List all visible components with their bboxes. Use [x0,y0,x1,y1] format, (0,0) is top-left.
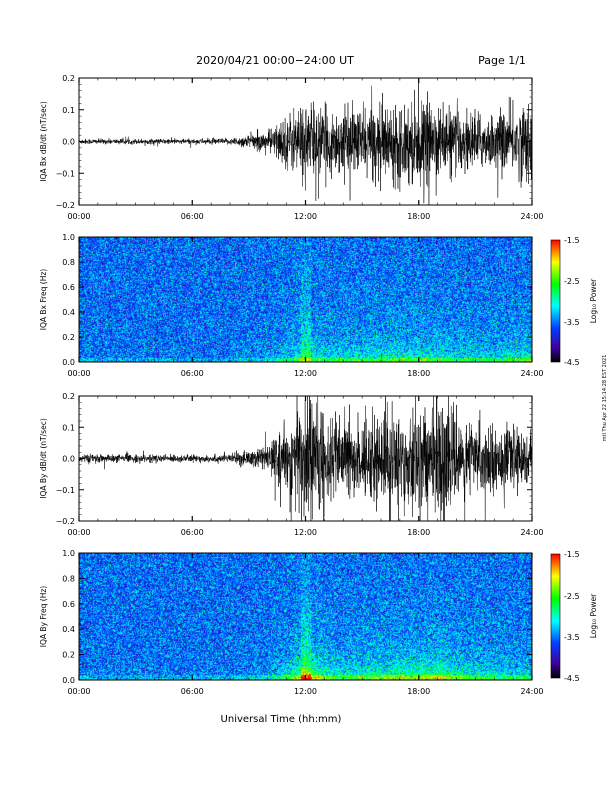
by-colorbar-tick-4: -4.5 [564,674,580,683]
bx-ytick-label: 0.2 [62,74,75,83]
bx-colorbar-label: Log₁₀ Power [589,278,598,323]
by-xtick-label: 00:00 [67,528,90,537]
by-colorbar-label: Log₁₀ Power [589,593,598,638]
by-ytick-label: −0.2 [56,517,75,526]
by-spec-xtick-label: 18:00 [407,687,430,696]
by-spec-ytick-label: 1.0 [62,549,75,558]
bx-colorbar: -1.5 -2.5 -3.5 -4.5 Log₁₀ Power [550,236,598,367]
bx-trace [78,77,533,206]
by-spec-xtick-label: 24:00 [520,687,543,696]
by-colorbar: -1.5 -2.5 -3.5 -4.5 Log₁₀ Power [550,550,598,683]
by-spec-xtick-label: 12:00 [294,687,317,696]
bx-spectrogram-panel: 00:00 06:00 12:00 18:00 24:00 1.0 0.8 0.6 0.4 0.2… [39,233,544,378]
by-spec-xtick-label: 06:00 [181,687,204,696]
bx-spec-xtick-label: 24:00 [520,369,543,378]
bx-colorbar-tick-3: -3.5 [564,318,580,327]
bx-xtick-label: 12:00 [294,212,317,221]
by-ytick-label: −0.1 [56,486,75,495]
by-spec-xtick-label: 00:00 [67,687,90,696]
bx-colorbar-tick-2: -2.5 [564,277,580,286]
by-colorbar-tick-1: -1.5 [564,550,580,559]
by-spec-ytick-label: 0.6 [62,600,75,609]
by-spec-ytick-label: 0.4 [62,625,75,634]
by-ytick-label: 0.1 [62,423,75,432]
bx-ylabel: IQA Bx dB/dt (nT/sec) [39,101,48,182]
page-title: 2020/04/21 00:00−24:00 UT [196,54,354,67]
bx-ytick-label: −0.2 [56,201,75,210]
by-xtick-label: 18:00 [407,528,430,537]
page-number: Page 1/1 [478,54,526,67]
bx-colorbar-tick-1: -1.5 [564,236,580,245]
by-ytick-label: 0.2 [62,392,75,401]
by-xtick-label: 24:00 [520,528,543,537]
by-spectrogram-image [79,553,532,680]
bx-spec-xtick-label: 18:00 [407,369,430,378]
bx-spec-ytick-label: 0.8 [62,258,75,267]
bx-ytick-label: −0.1 [56,169,75,178]
bx-spec-ytick-label: 0.2 [62,333,75,342]
bx-spec-ytick-label: 0.6 [62,283,75,292]
by-trace [78,395,533,522]
by-xtick-label: 12:00 [294,528,317,537]
bx-spec-xtick-label: 12:00 [294,369,317,378]
by-colorbar-tick-2: -2.5 [564,592,580,601]
by-colorbar-tick-3: -3.5 [564,633,580,642]
bx-timeseries-panel: 00:00 06:00 12:00 18:00 24:00 0.2 0.1 0.0 −0.1 −0… [39,74,544,221]
bx-spec-ytick-label: 0.4 [62,308,75,317]
bx-xtick-label: 00:00 [67,212,90,221]
bx-spectrogram-image [79,237,532,362]
bx-freq-ylabel: IQA Bx Freq (Hz) [39,269,48,331]
by-freq-ylabel: IQA By Freq (Hz) [39,586,48,648]
bx-spec-xtick-label: 06:00 [181,369,204,378]
by-ylabel: IQA By dB/dt (nT/sec) [39,418,48,499]
by-spectrogram-panel: 00:00 06:00 12:00 18:00 24:00 1.0 0.8 0.6 0.4 0.2… [39,549,544,696]
by-ytick-label: 0.0 [62,455,75,464]
x-axis-title: Universal Time (hh:mm) [221,714,342,725]
bx-xtick-label: 06:00 [181,212,204,221]
by-xtick-label: 06:00 [181,528,204,537]
by-colorbar-gradient [550,553,561,679]
bx-ytick-label: 0.1 [62,106,75,115]
by-spec-ytick-label: 0.0 [62,676,75,685]
bx-spec-ytick-label: 0.0 [62,358,75,367]
bx-spec-xtick-label: 00:00 [67,369,90,378]
by-timeseries-panel: 00:00 06:00 12:00 18:00 24:00 0.2 0.1 0.0 −0.1 −0… [39,392,544,537]
bx-colorbar-tick-4: -4.5 [564,358,580,367]
bx-spec-ytick-label: 1.0 [62,233,75,242]
bx-xtick-label: 24:00 [520,212,543,221]
by-spec-ytick-label: 0.8 [62,574,75,583]
bx-colorbar-gradient [550,239,561,363]
bx-ytick-label: 0.0 [62,138,75,147]
run-timestamp-note: mtl Thu Apr 22 15:14:28 EST 2021 [602,355,608,442]
by-spec-ytick-label: 0.2 [62,651,75,660]
bx-xtick-label: 18:00 [407,212,430,221]
